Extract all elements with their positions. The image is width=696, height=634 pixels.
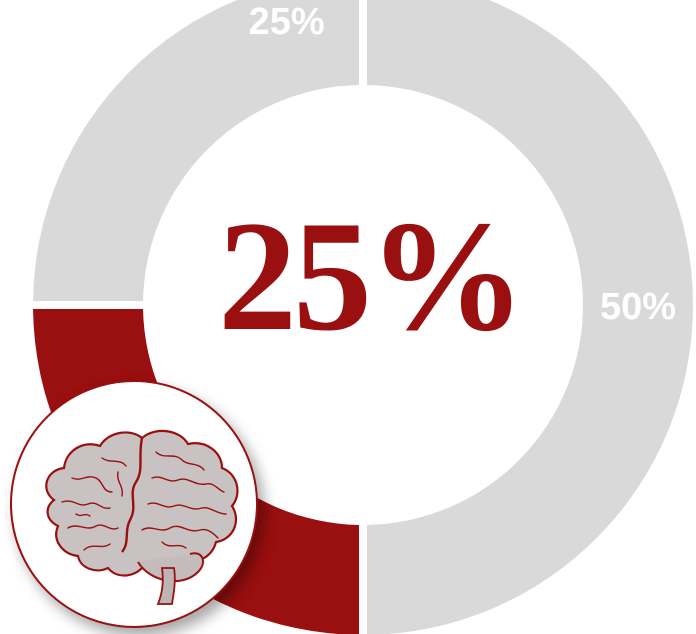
donut-slice-0: [367, 0, 694, 634]
center-value: 25%: [218, 189, 526, 364]
brain-badge: [10, 380, 258, 628]
donut-labels: 50% 25%: [249, 1, 676, 328]
donut-slice-2: [33, 0, 359, 301]
slice-label-2: 25%: [249, 1, 325, 43]
slice-label-0: 50%: [600, 286, 676, 328]
brain-icon: [45, 429, 239, 605]
